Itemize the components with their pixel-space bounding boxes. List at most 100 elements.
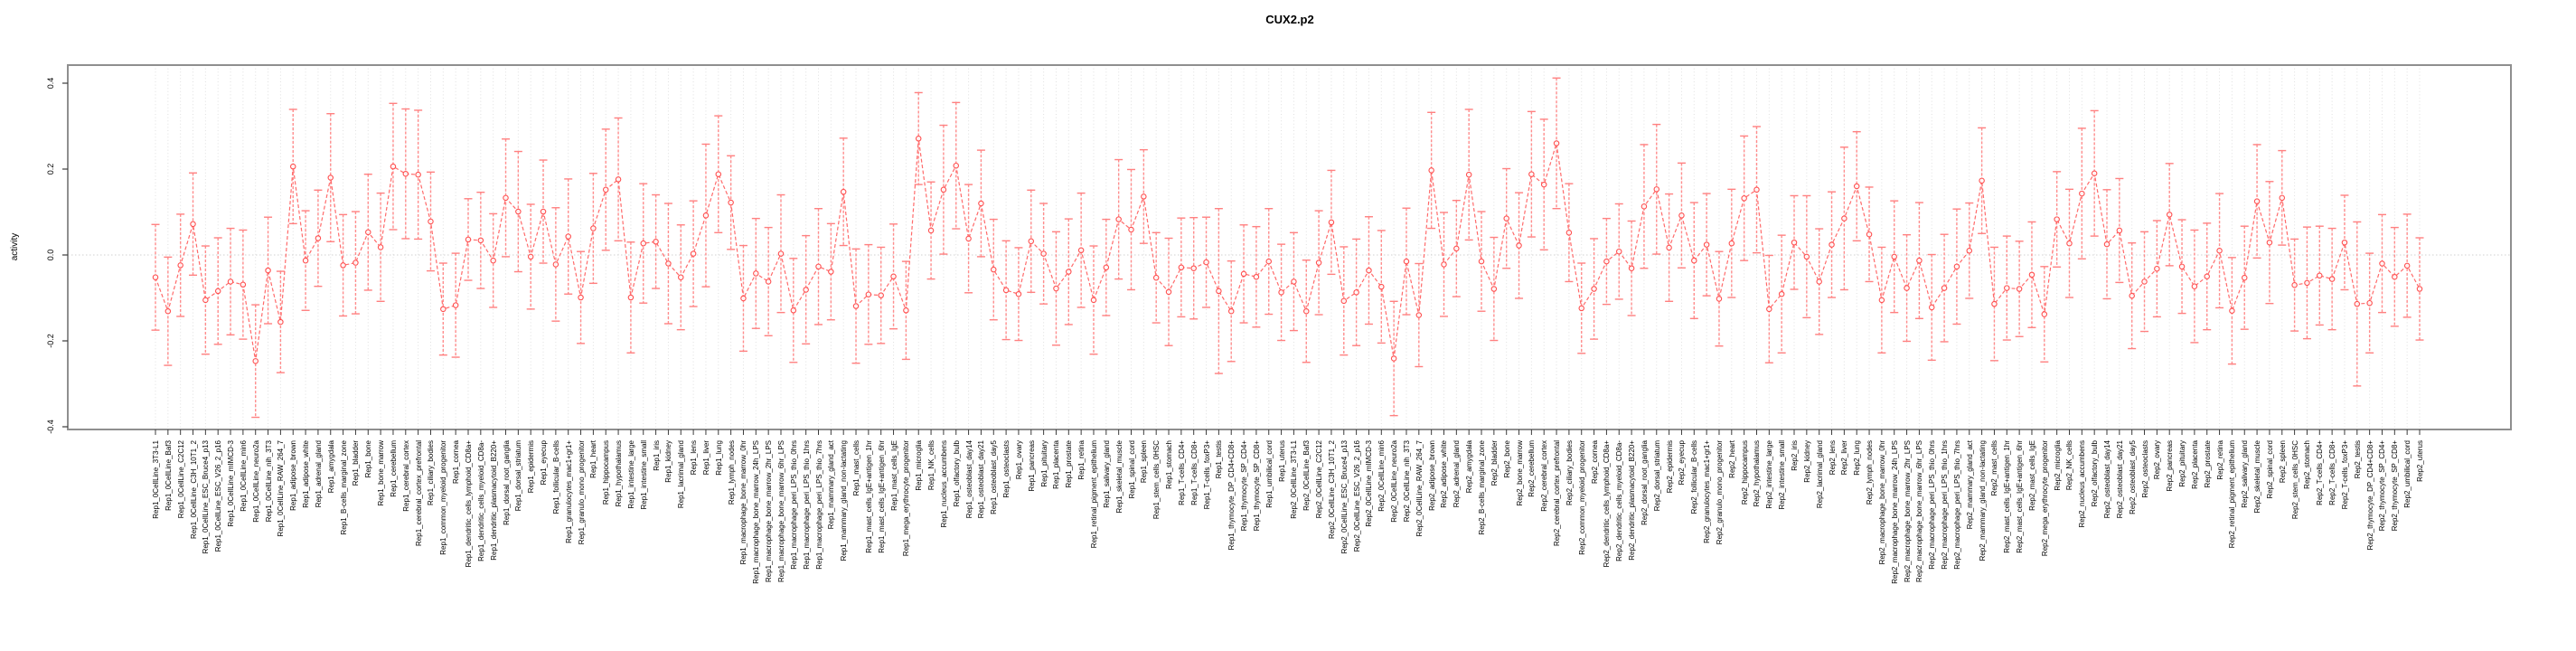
data-point-marker: [840, 188, 847, 195]
data-point-marker: [578, 294, 584, 301]
x-tick-label: Rep1_ciliary_bodies: [427, 440, 436, 506]
x-tick-label: Rep2_0CellLine_min6: [1377, 440, 1387, 512]
data-point-marker: [1353, 289, 1359, 296]
x-tick-label: Rep2_0CellLine_3T3-L1: [1290, 440, 1299, 519]
x-tick-label: Rep2_dorsal_striatum: [1652, 440, 1661, 512]
data-point-marker: [177, 262, 183, 269]
data-point-marker: [1490, 286, 1498, 292]
data-point-marker: [1666, 244, 1672, 251]
data-point-marker: [627, 294, 635, 301]
x-tick-label: Rep1_cerebellum: [389, 440, 398, 497]
data-point-marker: [1653, 186, 1660, 193]
x-tick-label: Rep2_cerebral_cortex_prefrontal: [1553, 440, 1562, 546]
x-tick-label: Rep1_osteoblast_day5: [990, 440, 999, 514]
x-tick-label: Rep2_0CellLine_Baf3: [1302, 440, 1312, 511]
x-tick-label: Rep1_thymocyte_SP_CD8+: [1252, 440, 1261, 532]
data-point-marker: [1565, 230, 1573, 236]
data-point-marker: [365, 229, 371, 236]
x-tick-label: Rep1_hypothalamus: [615, 440, 624, 507]
x-tick-label: Rep2_liver: [1840, 440, 1849, 476]
x-tick-label: Rep1_pituitary: [1039, 440, 1048, 487]
y-tick-label: 0.0: [46, 249, 55, 261]
x-tick-label: Rep2_bone: [1502, 440, 1511, 478]
x-tick-label: Rep2_mammary_gland_act: [1965, 440, 1974, 530]
x-tick-label: Rep2_dendritic_plasmacytoid_B220+: [1628, 440, 1637, 561]
data-point-marker: [1578, 305, 1584, 312]
x-tick-label: Rep2_pituitary: [2178, 440, 2187, 487]
data-point-marker: [1979, 177, 1985, 184]
x-tick-label: Rep1_thymocyte_DP_CD4+CD8+: [1227, 440, 1236, 551]
x-tick-label: Rep2_macrophage_peri_LPS_thio_1hrs: [1941, 440, 1950, 570]
data-point-marker: [1128, 226, 1134, 233]
x-tick-label: Rep1_spleen: [1140, 440, 1149, 484]
data-point-marker: [227, 278, 234, 285]
data-point-marker: [653, 239, 659, 245]
data-point-marker: [852, 303, 860, 309]
x-tick-label: Rep1_T-cells_CD8+: [1189, 440, 1199, 505]
data-point-marker: [1390, 355, 1397, 362]
x-tick-label: Rep2_0CellLine_C2C12: [1315, 440, 1324, 519]
data-point-marker: [1278, 289, 1284, 296]
x-tick-label: Rep1_spinal_cord: [1127, 440, 1136, 499]
x-tick-label: Rep1_liver: [701, 440, 710, 476]
x-tick-label: Rep2_T-cells_CD4+: [2316, 440, 2325, 505]
x-tick-label: Rep1_salivary_gland: [1102, 440, 1111, 508]
data-point-marker: [815, 263, 822, 270]
x-tick-label: Rep2_stem_cells_0HSC: [2290, 440, 2299, 520]
x-tick-label: Rep1_adipose_white: [302, 440, 311, 508]
data-point-marker: [1616, 248, 1622, 255]
x-tick-label: Rep2_olfactory_bulb: [2091, 440, 2100, 507]
data-point-marker: [991, 266, 997, 273]
x-tick-label: Rep1_intestine_small: [639, 440, 648, 510]
data-point-marker: [828, 269, 834, 275]
data-point-marker: [940, 186, 947, 193]
data-point-marker: [1190, 265, 1197, 271]
data-point-marker: [665, 260, 672, 267]
x-tick-label: Rep2_NK_cells: [2065, 440, 2074, 491]
data-point-marker: [2328, 276, 2336, 282]
x-tick-label: Rep2_heart: [1727, 440, 1736, 478]
data-point-marker: [252, 358, 259, 364]
data-point-marker: [865, 291, 872, 297]
data-point-marker: [965, 235, 972, 242]
x-tick-label: Rep1_uterus: [1277, 440, 1286, 482]
data-point-marker: [152, 274, 159, 280]
x-tick-label: Rep1_pancreas: [1027, 440, 1036, 492]
data-point-marker: [527, 253, 534, 260]
x-tick-label: Rep1_mast_cells_IgE: [889, 440, 898, 511]
data-point-marker: [602, 186, 609, 193]
data-point-marker: [1641, 203, 1648, 210]
x-tick-label: Rep2_bone_marrow: [1515, 440, 1524, 506]
data-point-marker: [2379, 260, 2385, 267]
data-point-marker: [2341, 239, 2348, 246]
x-tick-label: Rep1_testis: [1215, 440, 1224, 479]
x-tick-label: Rep2_lymph_nodes: [1866, 440, 1875, 505]
data-point-marker: [2253, 198, 2261, 204]
series-line: [155, 138, 2421, 362]
x-tick-label: Rep1_osteoclasts: [1002, 440, 1011, 498]
x-tick-label: Rep2_macrophage_bone_marrow_0hr: [1877, 440, 1886, 565]
data-point-marker: [2392, 273, 2398, 280]
x-tick-label: Rep1_nucleus_accumbens: [939, 440, 948, 528]
data-point-marker: [190, 221, 196, 228]
x-tick-label: Rep1_retina: [1077, 440, 1086, 480]
x-tick-label: Rep2_retina: [2215, 440, 2224, 480]
data-point-marker: [1829, 241, 1835, 248]
x-tick-label: Rep1_bladder: [352, 440, 361, 486]
data-point-marker: [2141, 278, 2148, 285]
data-point-marker: [1265, 258, 1272, 265]
x-tick-label: Rep1_granulocytes_mac1+gr1+: [564, 440, 573, 543]
data-point-marker: [477, 237, 484, 244]
x-tick-label: Rep1_cerebral_cortex: [401, 440, 410, 512]
x-tick-label: Rep1_macrophage_peri_LPS_thio_1hrs: [802, 440, 811, 570]
data-point-marker: [790, 307, 797, 314]
x-tick-label: Rep2_adipose_white: [1440, 440, 1449, 508]
data-point-marker: [1227, 307, 1235, 315]
data-point-marker: [2241, 274, 2248, 281]
data-point-marker: [1441, 261, 1447, 268]
data-point-marker: [552, 261, 559, 268]
data-point-marker: [2279, 194, 2286, 202]
x-tick-label: Rep2_mast_cells_IgE+antigen_1hr: [2003, 440, 2012, 553]
data-point-marker: [540, 208, 547, 215]
data-point-marker: [753, 270, 759, 277]
